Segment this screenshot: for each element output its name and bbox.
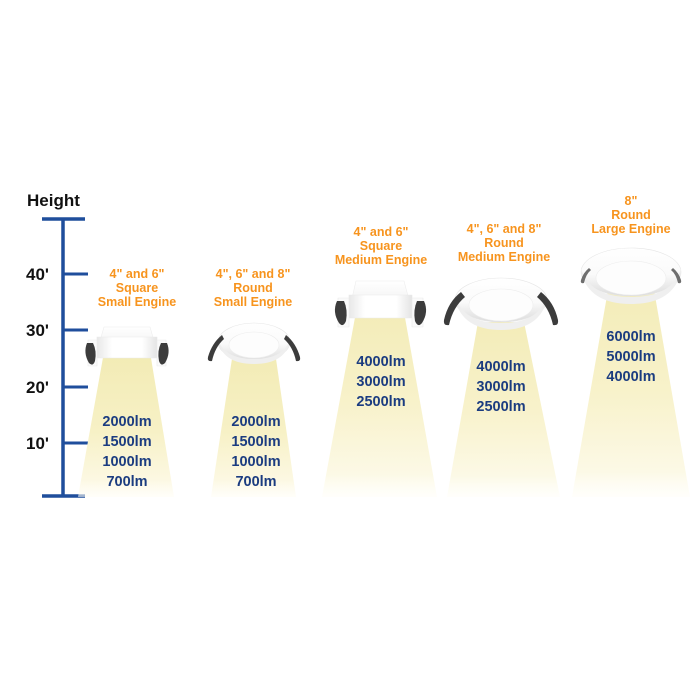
spring-clip-right-2: [284, 335, 301, 362]
lumen-value-1-4: 700lm: [106, 474, 147, 490]
group-title-line-3-3: Medium Engine: [335, 253, 427, 267]
spring-clip-right-3: [414, 301, 427, 326]
spring-clip-right-1: [158, 343, 169, 365]
spring-clip-left-4: [443, 292, 465, 326]
group-title-line-5-3: Large Engine: [591, 222, 670, 236]
fixture-ring-shadow-4: [455, 296, 547, 330]
group-title-line-5-2: Round: [611, 208, 651, 222]
group-title-line-4-1: 4", 6" and 8": [467, 222, 542, 236]
lumen-value-5-2: 5000lm: [606, 349, 655, 365]
lumen-value-2-3: 1000lm: [231, 454, 280, 470]
fixture-group-square-medium-engine: 4" and 6" Square Medium Engine 4000lm 30…: [322, 225, 437, 497]
group-title-line-4-2: Round: [484, 236, 524, 250]
beam-cone-4: [447, 322, 560, 497]
fixture-group-square-small-engine: 4" and 6" Square Small Engine 2000lm 150…: [78, 267, 176, 497]
beam-cone-5: [572, 290, 690, 497]
lumen-value-2-4: 700lm: [235, 474, 276, 490]
lumen-value-3-2: 3000lm: [356, 374, 405, 390]
tick-label-20: 20': [26, 378, 49, 397]
fixture-ring-shadow-5: [581, 268, 681, 304]
beam-cone-1: [78, 352, 174, 497]
fixture-ring-shadow-2: [218, 339, 290, 364]
beam-cone-2: [211, 352, 296, 497]
spring-clip-left-3: [334, 301, 347, 326]
group-title-line-1-3: Small Engine: [98, 295, 177, 309]
group-title-line-3-1: 4" and 6": [354, 225, 409, 239]
spring-clip-left-5: [580, 268, 591, 284]
lumen-value-3-1: 4000lm: [356, 354, 405, 370]
group-title-line-2-2: Round: [233, 281, 273, 295]
group-title-line-4-3: Medium Engine: [458, 250, 550, 264]
lumen-value-1-2: 1500lm: [102, 434, 151, 450]
spring-clip-right-5: [671, 268, 682, 284]
lumen-value-2-2: 1500lm: [231, 434, 280, 450]
fixture-inner-cone-2: [228, 331, 280, 359]
group-title-line-1-2: Square: [116, 281, 158, 295]
lumen-value-5-3: 4000lm: [606, 369, 655, 385]
fixture-group-round-small-engine: 4", 6" and 8" Round Small Engine 2000lm …: [207, 267, 301, 497]
beam-cone-3: [322, 312, 437, 497]
group-title-line-3-2: Square: [360, 239, 402, 253]
group-title-line-5-1: 8": [625, 194, 638, 208]
lumen-value-1-3: 1000lm: [102, 454, 151, 470]
lumen-value-4-2: 3000lm: [476, 379, 525, 395]
spring-clip-left-1: [85, 343, 96, 365]
tick-label-40: 40': [26, 265, 49, 284]
lumen-value-1-1: 2000lm: [102, 414, 151, 430]
lumen-value-5-1: 6000lm: [606, 329, 655, 345]
fixture-group-round-large-engine: 8" Round Large Engine 6000lm 5000lm 4000…: [572, 194, 690, 497]
fixture-flange-1: [96, 336, 158, 359]
spring-clip-right-4: [537, 292, 559, 326]
axis-title: Height: [27, 191, 80, 210]
group-title-line-1-1: 4" and 6": [110, 267, 165, 281]
tick-label-30: 30': [26, 321, 49, 340]
fixture-inner-cone-5: [595, 260, 667, 296]
group-title-line-2-1: 4", 6" and 8": [216, 267, 291, 281]
tick-label-10: 10': [26, 434, 49, 453]
lumen-value-2-1: 2000lm: [231, 414, 280, 430]
group-title-line-2-3: Small Engine: [214, 295, 293, 309]
height-axis: Height 40' 30' 20' 10': [26, 191, 88, 498]
fixture-inner-cone-4: [468, 288, 534, 322]
fixture-group-round-medium-engine: 4", 6" and 8" Round Medium Engine 4000lm…: [443, 222, 560, 497]
fixture-flange-3: [348, 294, 413, 319]
lumen-value-4-1: 4000lm: [476, 359, 525, 375]
lumen-value-3-3: 2500lm: [356, 394, 405, 410]
spring-clip-left-2: [207, 335, 224, 362]
lumen-value-4-3: 2500lm: [476, 399, 525, 415]
